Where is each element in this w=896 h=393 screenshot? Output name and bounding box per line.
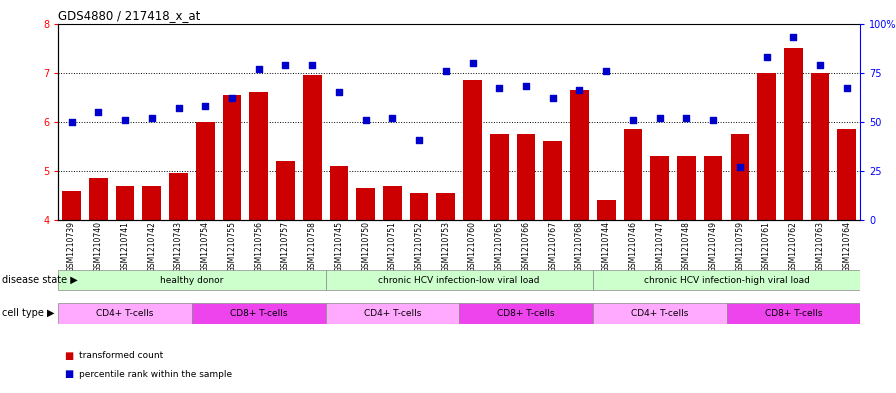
Text: cell type ▶: cell type ▶ [2, 309, 55, 318]
Bar [249, 92, 268, 220]
Bar [543, 141, 562, 220]
Bar [222, 95, 241, 220]
Bar [276, 161, 295, 220]
Point [706, 117, 720, 123]
Point [733, 164, 747, 170]
Bar [383, 185, 401, 220]
Point [385, 115, 400, 121]
Point [813, 62, 827, 68]
Bar [757, 73, 776, 220]
Point [760, 54, 774, 60]
Point [305, 62, 319, 68]
Point [573, 87, 587, 94]
Text: transformed count: transformed count [79, 351, 163, 360]
Bar [116, 185, 134, 220]
Bar [62, 191, 81, 220]
Point [91, 109, 106, 115]
Point [465, 60, 479, 66]
Bar [490, 134, 509, 220]
Point [412, 136, 426, 143]
Text: CD8+ T-cells: CD8+ T-cells [497, 309, 555, 318]
Text: CD4+ T-cells: CD4+ T-cells [97, 309, 154, 318]
Point [225, 95, 239, 101]
Bar [727, 303, 860, 324]
Bar [436, 193, 455, 220]
Point [118, 117, 133, 123]
Bar [570, 90, 589, 220]
Point [625, 117, 640, 123]
Text: healthy donor: healthy donor [160, 275, 224, 285]
Bar [196, 122, 215, 220]
Bar [325, 270, 593, 290]
Bar [142, 185, 161, 220]
Bar [463, 80, 482, 220]
Point [279, 62, 293, 68]
Text: ■: ■ [65, 351, 73, 361]
Bar [593, 270, 860, 290]
Bar [330, 166, 349, 220]
Point [840, 85, 854, 92]
Text: ■: ■ [65, 369, 73, 379]
Bar [169, 173, 188, 220]
Point [198, 103, 212, 109]
Text: disease state ▶: disease state ▶ [2, 275, 78, 285]
Bar [58, 270, 325, 290]
Point [332, 89, 346, 95]
Point [546, 95, 560, 101]
Point [492, 85, 506, 92]
Bar [650, 156, 669, 220]
Bar [409, 193, 428, 220]
Point [358, 117, 373, 123]
Bar [624, 129, 642, 220]
Bar [357, 188, 375, 220]
Bar [460, 303, 593, 324]
Point [599, 68, 614, 74]
Point [679, 115, 694, 121]
Point [252, 66, 266, 72]
Bar [58, 303, 192, 324]
Bar [838, 129, 857, 220]
Bar [192, 303, 325, 324]
Bar [730, 134, 749, 220]
Text: CD8+ T-cells: CD8+ T-cells [230, 309, 288, 318]
Point [144, 115, 159, 121]
Point [786, 34, 800, 40]
Bar [303, 75, 322, 220]
Bar [517, 134, 536, 220]
Text: CD4+ T-cells: CD4+ T-cells [631, 309, 688, 318]
Text: GDS4880 / 217418_x_at: GDS4880 / 217418_x_at [58, 9, 201, 22]
Text: chronic HCV infection-low viral load: chronic HCV infection-low viral load [378, 275, 540, 285]
Bar [677, 156, 696, 220]
Bar [597, 200, 616, 220]
Point [439, 68, 453, 74]
Point [652, 115, 667, 121]
Bar [89, 178, 108, 220]
Point [171, 105, 185, 111]
Text: percentile rank within the sample: percentile rank within the sample [79, 370, 232, 378]
Text: chronic HCV infection-high viral load: chronic HCV infection-high viral load [643, 275, 809, 285]
Bar [325, 303, 460, 324]
Text: CD8+ T-cells: CD8+ T-cells [764, 309, 823, 318]
Point [519, 83, 533, 90]
Point [65, 119, 79, 125]
Bar [593, 303, 727, 324]
Text: CD4+ T-cells: CD4+ T-cells [364, 309, 421, 318]
Bar [784, 48, 803, 220]
Bar [703, 156, 722, 220]
Bar [811, 73, 830, 220]
